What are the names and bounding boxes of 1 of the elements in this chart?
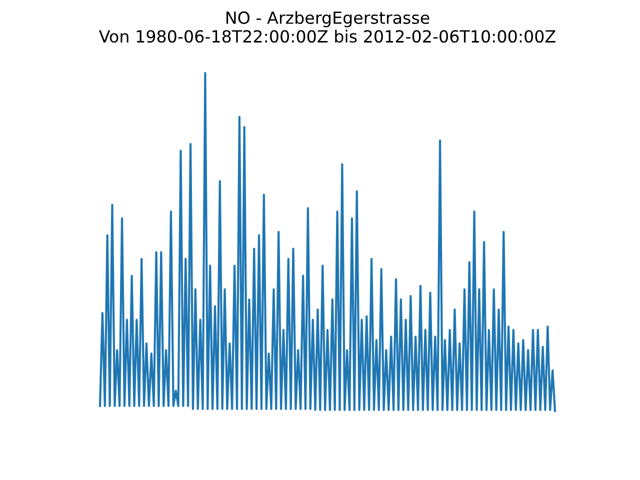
chart-title: NO - ArzbergEgerstrasse Von 1980-06-18T22:00:00Z bis 2012-02-06T10:00:00Z [98, 11, 556, 43]
